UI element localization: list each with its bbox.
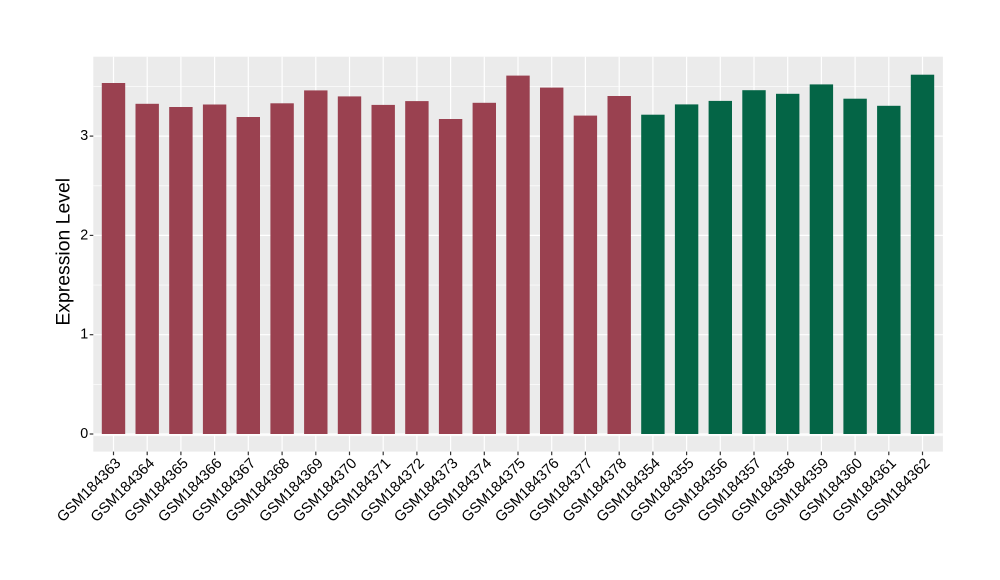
svg-text:3: 3 xyxy=(80,128,88,144)
svg-text:1: 1 xyxy=(80,327,88,343)
svg-text:2: 2 xyxy=(80,227,88,243)
svg-text:Expression Level: Expression Level xyxy=(53,178,75,326)
svg-text:0: 0 xyxy=(80,426,88,442)
